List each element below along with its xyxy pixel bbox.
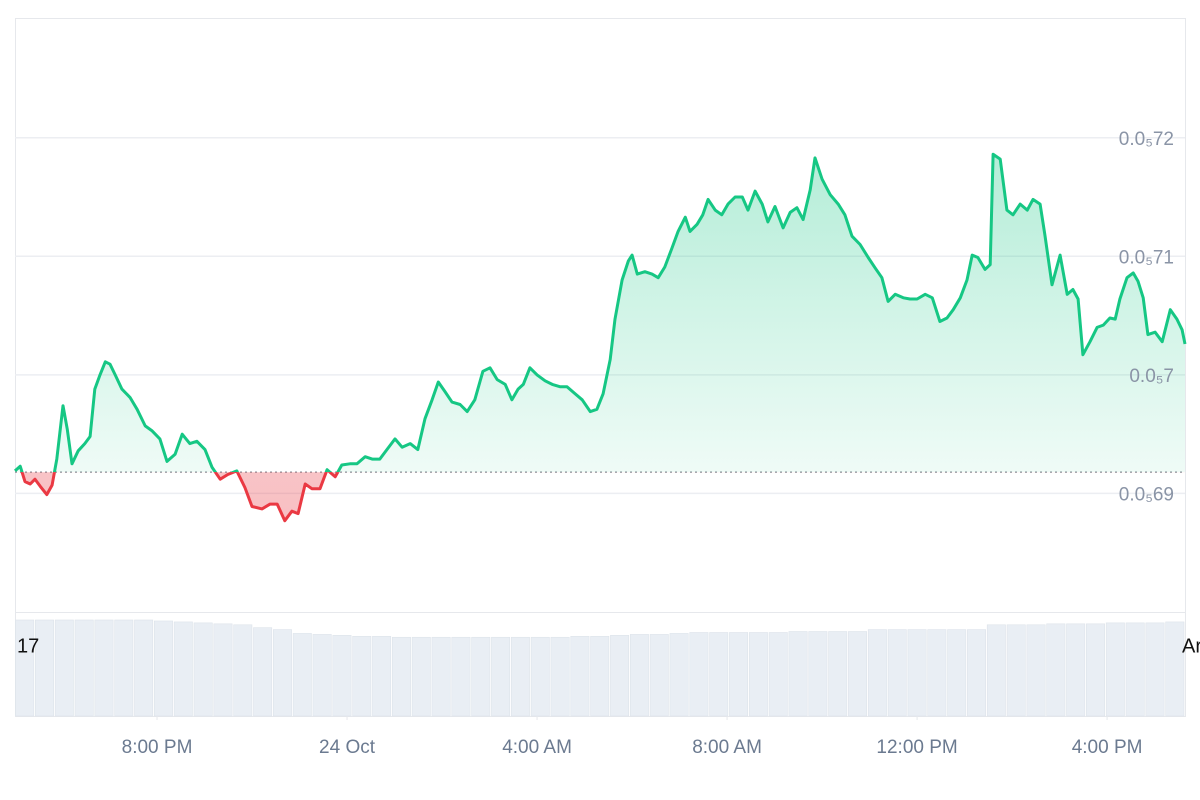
y-tick-label: 0.0₅72 xyxy=(1119,129,1174,150)
volume-bar xyxy=(114,619,134,717)
volume-bar xyxy=(1066,623,1086,717)
x-tick-label: 24 Oct xyxy=(319,737,376,758)
volume-bar xyxy=(134,619,154,717)
x-tick-label: 4:00 PM xyxy=(1072,737,1143,758)
volume-bar xyxy=(233,624,253,717)
volume-bar xyxy=(967,629,986,717)
volume-bar xyxy=(193,622,213,717)
volume-bar xyxy=(1165,621,1185,717)
area-layer xyxy=(15,154,1185,521)
volume-bar xyxy=(94,619,114,717)
y-tick-label: 0.0₅69 xyxy=(1119,484,1174,505)
volume-bar xyxy=(1105,622,1125,717)
volume-bar xyxy=(788,631,808,717)
y-tick-label: 0.0₅71 xyxy=(1119,247,1174,268)
volume-bar xyxy=(848,631,868,717)
volume-bar xyxy=(1026,624,1046,717)
y-tick-label: 0.0₅7 xyxy=(1129,366,1174,387)
volume-bar xyxy=(1125,622,1145,717)
volume-bar xyxy=(1046,623,1066,717)
text-layer: 0.0₅72 0.0₅71 0.0₅7 0.0₅69 8:00 PM 24 Oct 4:00… xyxy=(17,129,1200,758)
volume-bar xyxy=(272,629,292,717)
volume-bar xyxy=(947,629,967,717)
volume-bar xyxy=(491,636,511,717)
volume-bar xyxy=(530,636,550,717)
volume-bar xyxy=(411,636,431,717)
x-tick-label: 8:00 AM xyxy=(692,737,762,758)
x-tick-label: 12:00 PM xyxy=(876,737,957,758)
volume-bar xyxy=(570,636,590,717)
volume-bar xyxy=(768,632,788,717)
volume-bar xyxy=(74,619,94,717)
volume-bar xyxy=(253,627,273,717)
volume-bar xyxy=(907,629,927,717)
volume-bar xyxy=(748,632,768,717)
volume-bar xyxy=(213,623,233,717)
area-up xyxy=(15,154,1185,473)
volume-bar xyxy=(887,629,907,717)
price-line-up xyxy=(13,152,1187,473)
volume-bar xyxy=(550,636,570,717)
x-tick-label: 4:00 AM xyxy=(502,737,572,758)
volume-bar xyxy=(391,636,411,717)
volume-bar xyxy=(1006,624,1026,717)
volume-bar xyxy=(610,635,630,717)
volume-bar xyxy=(927,629,947,717)
volume-bar xyxy=(312,634,332,717)
volume-bar xyxy=(1086,623,1105,717)
volume-bar xyxy=(431,636,451,717)
volume-bar xyxy=(986,624,1006,717)
volume-bar xyxy=(808,631,828,717)
volume-layer xyxy=(15,619,1185,717)
volume-bar xyxy=(352,636,372,717)
x-tick-label: 8:00 PM xyxy=(122,737,193,758)
volume-bar xyxy=(510,636,530,717)
volume-bar xyxy=(154,620,173,717)
edge-label: Ar xyxy=(1182,635,1200,657)
volume-bar xyxy=(669,633,689,717)
line-layer xyxy=(13,152,1187,523)
volume-bar xyxy=(867,629,887,717)
volume-bar xyxy=(292,633,312,717)
volume-bar xyxy=(828,631,848,717)
edge-label: 17 xyxy=(17,635,39,657)
volume-bar xyxy=(649,634,669,717)
volume-bar xyxy=(709,632,729,717)
volume-bar xyxy=(629,634,649,717)
volume-bar xyxy=(173,621,193,717)
volume-bar xyxy=(332,635,352,717)
volume-bar xyxy=(54,619,74,717)
volume-bar xyxy=(15,619,35,717)
volume-bar xyxy=(372,636,392,717)
volume-bar xyxy=(1145,622,1165,717)
plot-frame xyxy=(15,18,1186,717)
volume-bar xyxy=(471,636,491,717)
volume-bar xyxy=(451,636,471,717)
volume-bar xyxy=(729,632,749,717)
volume-bar xyxy=(590,636,610,717)
volume-bar xyxy=(689,632,709,717)
volume-bar xyxy=(35,619,54,717)
